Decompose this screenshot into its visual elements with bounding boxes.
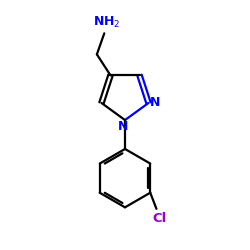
Text: Cl: Cl [152, 212, 166, 225]
Text: N: N [150, 96, 160, 110]
Text: N: N [118, 120, 128, 134]
Text: NH$_2$: NH$_2$ [93, 15, 120, 30]
